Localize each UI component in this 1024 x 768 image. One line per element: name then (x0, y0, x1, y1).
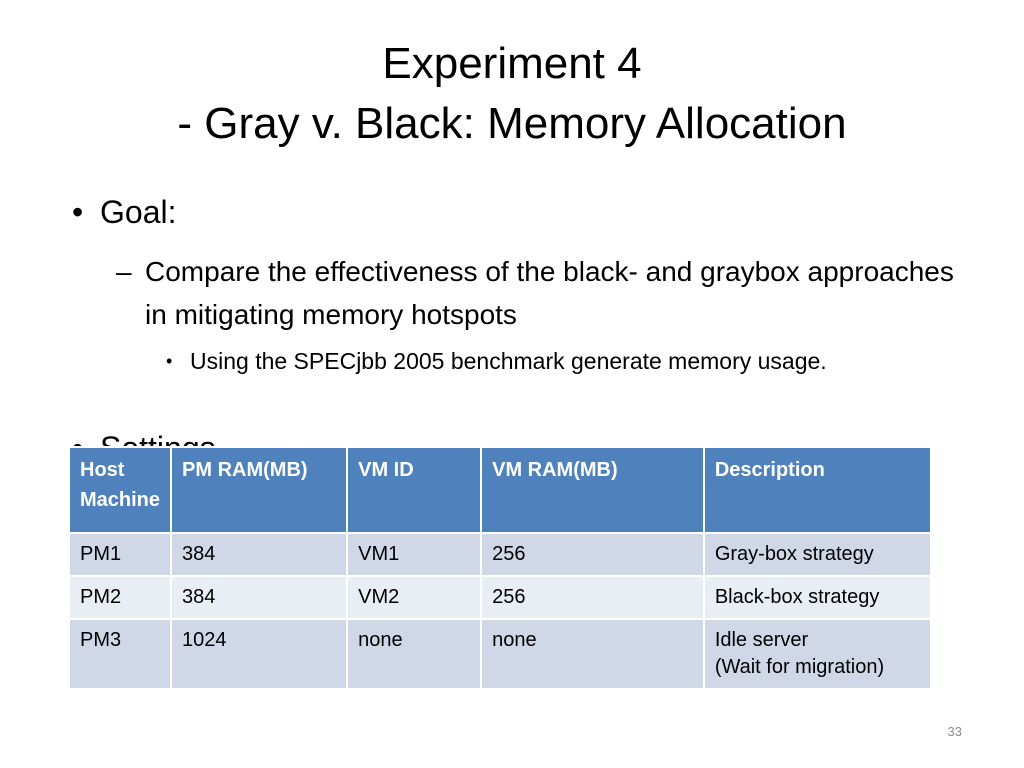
header-vm-ram: VM RAM(MB) (480, 446, 705, 534)
bullet-goal-sub: – Compare the effectiveness of the black… (116, 250, 956, 336)
table-cell: VM1 (346, 532, 483, 577)
table-cell: none (480, 618, 705, 690)
page-number: 33 (947, 724, 962, 739)
bullet-goal-sub-text: Compare the effectiveness of the black- … (145, 256, 954, 330)
title-line-1: Experiment 4 (382, 39, 642, 88)
table-cell: 256 (480, 532, 705, 577)
table-cell: PM2 (67, 575, 173, 620)
dash-icon: – (116, 256, 132, 287)
header-vm-id: VM ID (346, 446, 483, 534)
table-row: PM2 384 VM2 256 Black-box strategy (67, 575, 933, 620)
title-line-2: - Gray v. Black: Memory Allocation (177, 99, 847, 148)
table-cell: 1024 (170, 618, 349, 690)
table-cell: 384 (170, 575, 349, 620)
slide-title: Experiment 4 - Gray v. Black: Memory All… (0, 34, 1024, 154)
table-row: PM3 1024 none none Idle server (Wait for… (67, 618, 933, 690)
table-header-row: Host Machine PM RAM(MB) VM ID VM RAM(MB)… (67, 446, 933, 534)
table-cell: PM3 (67, 618, 173, 690)
table-cell: 384 (170, 532, 349, 577)
table-cell: PM1 (67, 532, 173, 577)
table-cell: Idle server (Wait for migration) (702, 618, 933, 690)
bullet-goal-text: Goal: (100, 194, 177, 230)
table-cell: Black-box strategy (702, 575, 933, 620)
header-description: Description (702, 446, 933, 534)
table-row: PM1 384 VM1 256 Gray-box strategy (67, 532, 933, 577)
bullet-goal-subsub-text: Using the SPECjbb 2005 benchmark generat… (190, 348, 827, 374)
header-pm-ram: PM RAM(MB) (170, 446, 349, 534)
bullet-goal-subsub: • Using the SPECjbb 2005 benchmark gener… (166, 343, 906, 379)
table-cell: none (346, 618, 483, 690)
table-cell: Gray-box strategy (702, 532, 933, 577)
header-host-machine: Host Machine (67, 446, 173, 534)
settings-table: Host Machine PM RAM(MB) VM ID VM RAM(MB)… (67, 446, 933, 690)
table-cell: VM2 (346, 575, 483, 620)
bullet-dot-icon: • (166, 351, 173, 371)
bullet-dot-icon: • (72, 194, 84, 230)
table-cell: 256 (480, 575, 705, 620)
